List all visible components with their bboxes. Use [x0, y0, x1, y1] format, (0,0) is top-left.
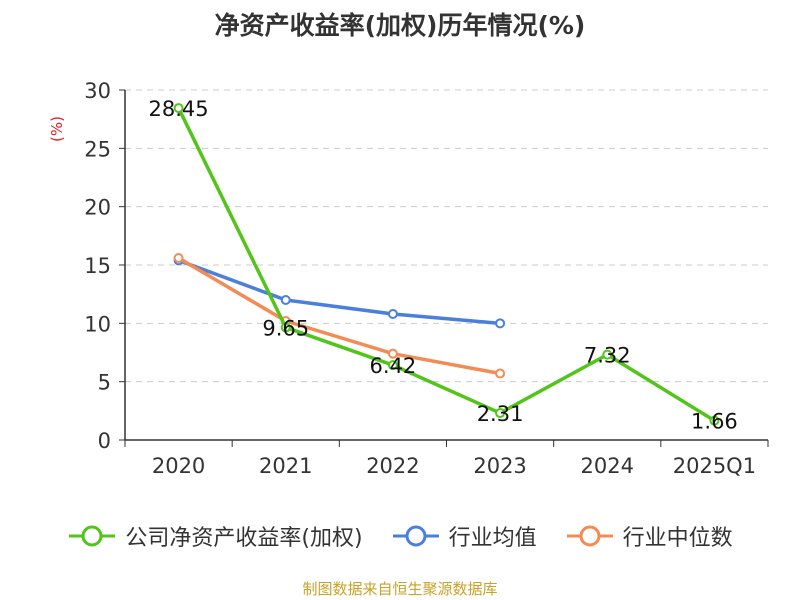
- y-tick-label: 25: [84, 137, 111, 161]
- x-tick-label: 2024: [581, 454, 634, 478]
- data-point[interactable]: [387, 348, 398, 359]
- y-tick-label: 10: [84, 312, 111, 336]
- series-line: [177, 107, 716, 423]
- data-label: 1.66: [691, 410, 738, 434]
- data-label: 9.65: [262, 316, 309, 340]
- grid-lines: [125, 89, 768, 383]
- y-tick-label: 20: [84, 196, 111, 220]
- data-label: 6.42: [370, 354, 417, 378]
- data-point[interactable]: [280, 322, 291, 333]
- legend-blue-circle-icon: [392, 525, 439, 547]
- x-tick-label: 2025Q1: [673, 454, 756, 478]
- series-line: [177, 258, 501, 326]
- data-point[interactable]: [602, 349, 613, 360]
- data-point[interactable]: [173, 103, 184, 114]
- data-labels: 28.45 9.65 6.42 2.31 7.32 1.66: [149, 97, 738, 434]
- series-lines: [173, 103, 720, 426]
- y-tick-label: 30: [84, 79, 111, 103]
- data-label: 2.31: [477, 402, 524, 426]
- legend-item-industry-mean[interactable]: 行业均值: [391, 520, 537, 552]
- data-label: 7.32: [584, 344, 631, 368]
- x-tick-label: 2021: [259, 454, 312, 478]
- legend-label-industry-median: 行业中位数: [622, 526, 733, 551]
- data-label: 28.45: [149, 97, 209, 121]
- legend-label-industry-mean: 行业均值: [448, 526, 537, 551]
- data-point[interactable]: [709, 415, 720, 426]
- legend-label-company: 公司净资产收益率(加权): [125, 526, 363, 551]
- data-point[interactable]: [173, 253, 184, 263]
- x-tick-label: 2020: [152, 454, 205, 478]
- data-point[interactable]: [280, 295, 291, 305]
- x-tick-label: 2022: [366, 454, 419, 478]
- legend-item-company[interactable]: 公司净资产收益率(加权): [67, 520, 363, 552]
- legend-green-circle-icon: [69, 525, 116, 547]
- data-point[interactable]: [387, 309, 398, 319]
- x-tick-label: 2023: [473, 454, 526, 478]
- legend: 公司净资产收益率(加权) 行业均值 行业中位数: [0, 520, 800, 552]
- legend-orange-circle-icon: [566, 525, 613, 547]
- y-tick-label: 5: [98, 371, 111, 395]
- data-source-note: 制图数据来自恒生聚源数据库: [302, 580, 498, 598]
- data-point[interactable]: [495, 408, 506, 419]
- data-point[interactable]: [495, 318, 506, 329]
- y-tick-label: 0: [98, 429, 111, 453]
- axes: 0 5 10 15 20 25 30 2020 2021 2022 2023 2024 2025Q1: [84, 79, 769, 478]
- y-tick-label: 15: [84, 254, 111, 278]
- legend-item-industry-median[interactable]: 行业中位数: [565, 520, 733, 552]
- data-point[interactable]: [495, 368, 506, 379]
- data-point[interactable]: [387, 360, 398, 371]
- series-line: [177, 256, 501, 376]
- chart-title: 净资产收益率(加权)历年情况(%): [214, 11, 586, 40]
